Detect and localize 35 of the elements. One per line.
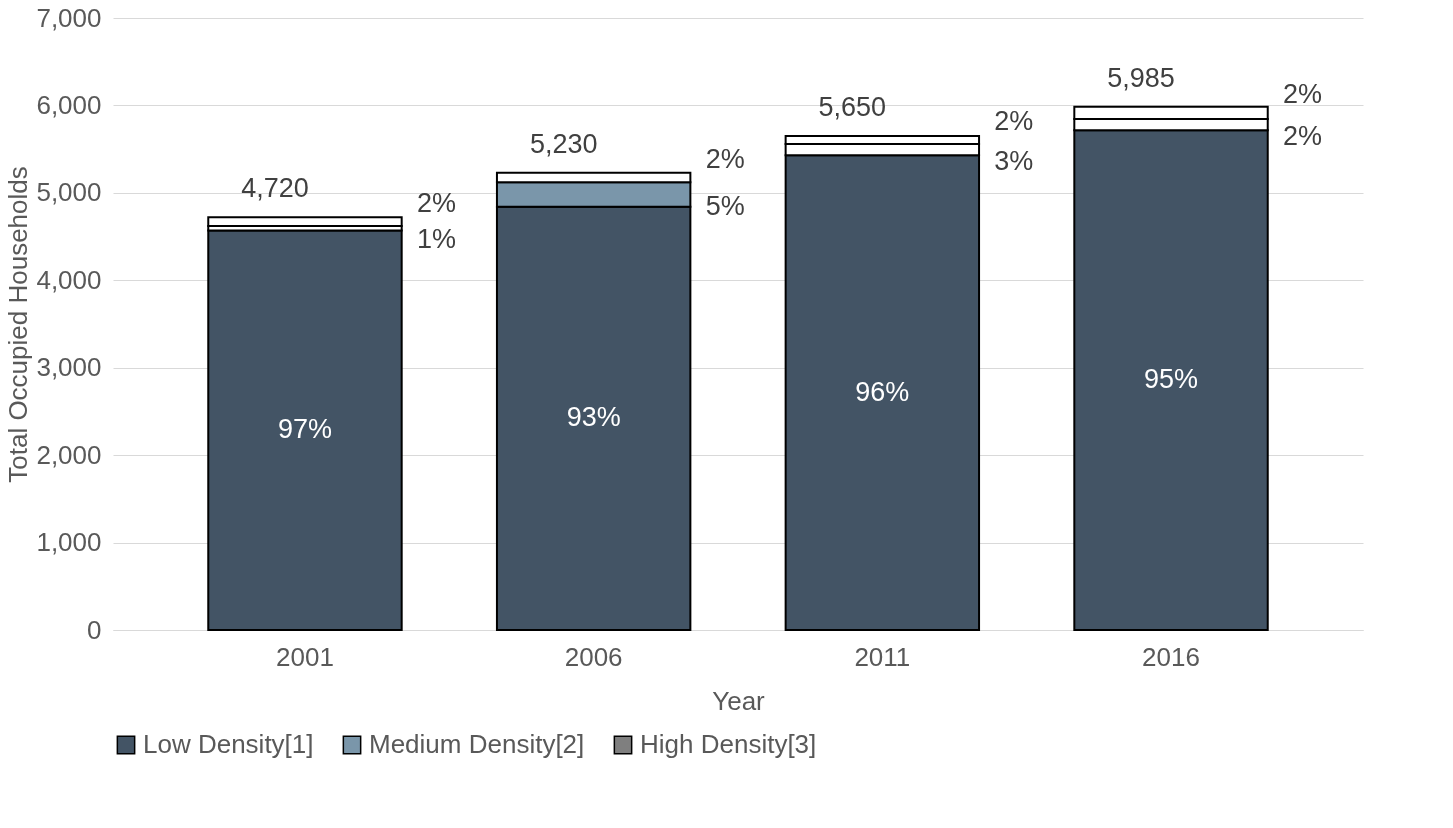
bar <box>207 229 403 631</box>
annotation: 2% <box>1283 78 1323 109</box>
total-label: 5,985 <box>1107 62 1175 93</box>
y-tick-label: 5,000 <box>36 177 102 208</box>
annotation: 3% <box>994 145 1034 176</box>
annotation: 2% <box>1283 120 1323 151</box>
legend-label: High Density[3] <box>640 729 817 759</box>
total-label: 4,720 <box>241 173 309 204</box>
y-tick-label: 7,000 <box>36 2 102 33</box>
y-tick-label: 0 <box>87 614 102 645</box>
annotation: 93% <box>566 402 621 433</box>
annotation: 2% <box>705 143 745 174</box>
y-tick-label: 2,000 <box>36 439 102 470</box>
annotation: 97% <box>277 414 332 445</box>
annotation: 2% <box>994 105 1034 136</box>
legend-label: Medium Density[2] <box>369 729 585 759</box>
annotation: 2% <box>416 187 457 218</box>
y-tick-label: 1,000 <box>36 527 102 558</box>
annotation: 5% <box>705 190 745 221</box>
bar <box>207 216 403 228</box>
total-label: 5,230 <box>529 128 598 159</box>
y-tick-label: 4,000 <box>36 264 102 295</box>
y-tick-label: 6,000 <box>36 89 102 120</box>
annotation: 1% <box>416 224 457 255</box>
y-tick-label: 3,000 <box>36 352 102 383</box>
legend-label: Low Density[1] <box>143 729 314 759</box>
x-tick-label: 2006 <box>564 641 623 672</box>
x-tick-label: 2001 <box>276 641 334 672</box>
x-axis-title: Year <box>712 685 766 716</box>
x-tick-label: 2016 <box>1142 641 1200 672</box>
annotation: 96% <box>855 376 910 407</box>
annotation: 95% <box>1144 364 1199 395</box>
y-axis-title: Total Occupied Households <box>3 166 34 483</box>
total-label: 5,650 <box>818 92 887 123</box>
x-tick-label: 2011 <box>854 641 911 672</box>
